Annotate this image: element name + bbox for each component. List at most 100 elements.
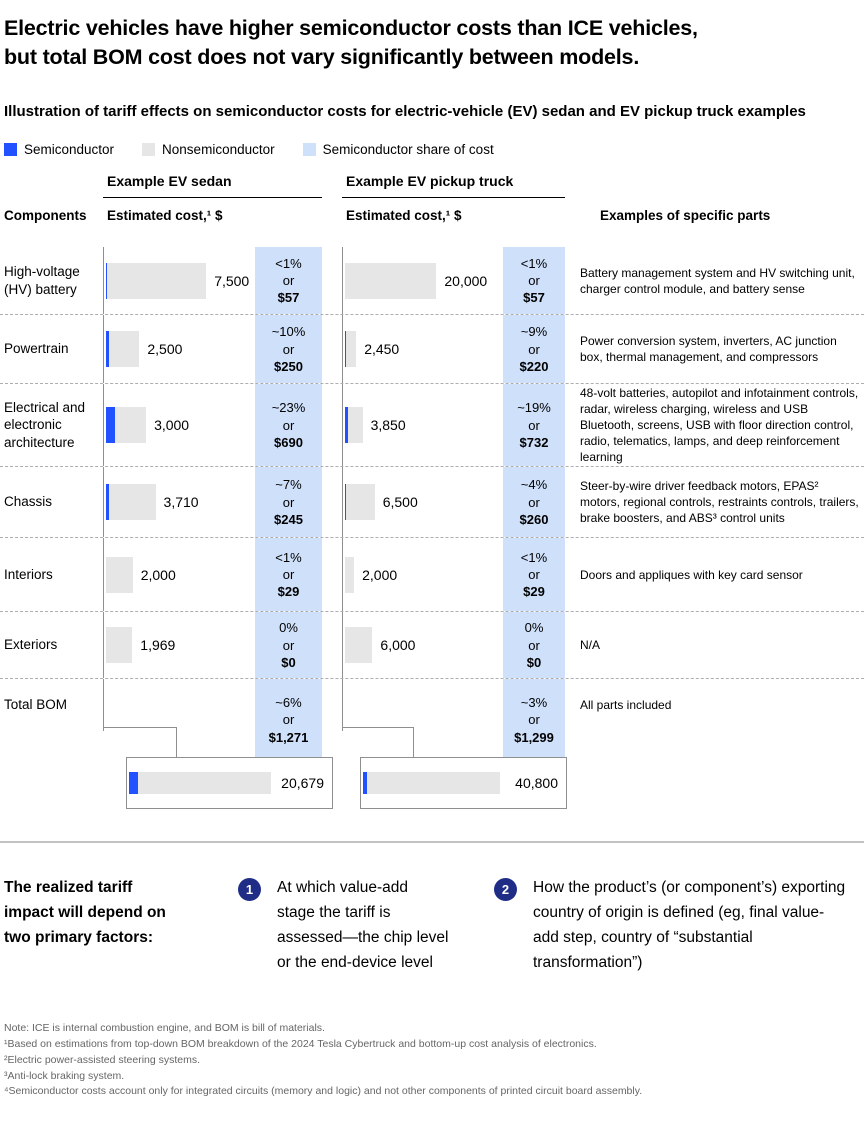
truck-cost-bar <box>345 407 363 444</box>
nonsemiconductor-segment <box>115 407 147 444</box>
truck-bar-value: 6,000 <box>380 637 416 654</box>
truck-group-header: Example EV pickup truck <box>342 173 565 199</box>
nonsemiconductor-segment <box>348 407 363 444</box>
truck-bar-cell: 3,850 <box>342 384 503 467</box>
share-or-label: or <box>528 494 540 510</box>
legend-item-share: Semiconductor share of cost <box>302 142 494 158</box>
chart-subtitle: Illustration of tariff effects on semico… <box>4 103 806 121</box>
footnote: ³Anti-lock braking system. <box>4 1069 125 1082</box>
sedan-bar-value: 2,000 <box>140 566 176 583</box>
footnotes: Note: ICE is internal combustion engine,… <box>0 1021 864 1100</box>
truck-cost-column-label: Estimated cost,¹ $ <box>346 208 462 224</box>
share-amount: $250 <box>274 358 303 374</box>
sedan-share-box: 0% or $0 <box>255 612 322 679</box>
truck-cost-bar <box>345 627 373 664</box>
share-percent: ~6% <box>275 695 302 711</box>
share-or-label: or <box>528 273 540 289</box>
share-or-label: or <box>282 417 295 433</box>
share-or-label: or <box>282 567 295 583</box>
nonsemiconductor-segment <box>106 556 133 593</box>
semiconductor-segment <box>106 331 110 368</box>
share-or-label: or <box>528 417 540 433</box>
legend-label: Nonsemiconductor <box>162 142 275 158</box>
nonsemiconductor-segment <box>345 627 373 664</box>
truck-share-box: ~9% or $220 <box>503 315 565 384</box>
sedan-bar-cell: 3,000 <box>103 384 255 467</box>
sedan-cost-bar <box>106 627 133 664</box>
semiconductor-segment <box>106 262 107 299</box>
share-or-label: or <box>528 637 540 653</box>
factor-1-text: At which value-add stage the tariff is a… <box>277 879 449 971</box>
factor-2-text: How the product’s (or component’s) expor… <box>533 879 846 971</box>
share-amount: $1,271 <box>268 729 309 745</box>
table-row: Exteriors 1,969 0% or $0 6,000 0% or $0 N/A <box>0 611 864 679</box>
examples-cell: All parts included <box>580 697 672 712</box>
semiconductor-segment <box>106 407 116 444</box>
legend-item-nonsemiconductor: Nonsemiconductor <box>142 142 275 157</box>
share-amount: $245 <box>274 511 303 527</box>
share-or-label: or <box>528 341 540 357</box>
share-percent: ~23% <box>271 400 306 416</box>
sedan-bar-cell <box>103 679 255 731</box>
footnote: ¹Based on estimations from top-down BOM … <box>4 1038 597 1051</box>
total-boxes: 20,679 40,800 <box>0 757 864 811</box>
share-amount: $57 <box>523 290 545 306</box>
sedan-total-value: 20,679 <box>281 775 324 792</box>
share-percent: <1% <box>275 255 302 271</box>
examples-column-label: Examples of specific parts <box>600 208 771 224</box>
semiconductor-segment <box>345 484 347 521</box>
column-label-row: Components Estimated cost,¹ $ Estimated … <box>0 208 864 223</box>
nonsemiconductor-segment <box>106 627 133 664</box>
truck-bar-cell: 6,000 <box>342 612 503 679</box>
nonsemiconductor-segment <box>346 331 357 368</box>
legend-label: Semiconductor share of cost <box>322 142 494 158</box>
share-amount: $29 <box>277 584 300 600</box>
sedan-total-box: 20,679 <box>126 757 333 810</box>
sedan-bar-cell: 3,710 <box>103 467 255 538</box>
truck-total-value: 40,800 <box>515 775 558 792</box>
semiconductor-segment <box>345 407 349 444</box>
sedan-cost-bar <box>106 262 207 299</box>
examples-cell: Power conversion system, inverters, AC j… <box>580 334 837 365</box>
factor-2: 2 How the product’s (or component’s) exp… <box>494 876 848 975</box>
footnote: ²Electric power-assisted steering system… <box>4 1053 201 1066</box>
component-label: Interiors <box>4 566 53 582</box>
truck-bar-value: 6,500 <box>382 494 418 511</box>
truck-bar-cell: 6,500 <box>342 467 503 538</box>
component-label: Exteriors <box>4 637 58 653</box>
share-percent: ~19% <box>517 400 551 416</box>
truck-cost-bar <box>345 484 375 521</box>
truck-share-box: <1% or $57 <box>503 247 565 315</box>
share-percent: ~10% <box>271 324 306 340</box>
share-amount: $732 <box>519 434 549 450</box>
truck-cost-bar <box>345 556 355 593</box>
legend: Semiconductor Nonsemiconductor Semicondu… <box>0 142 864 157</box>
sedan-cost-bar <box>106 407 147 444</box>
share-or-label: or <box>282 494 295 510</box>
truck-total-box: 40,800 <box>360 757 567 810</box>
truck-total-connector-line <box>342 727 414 758</box>
component-label: Powertrain <box>4 341 69 357</box>
tariff-factors: The realized tariff impact will depend o… <box>0 876 864 975</box>
sedan-bar-value: 1,969 <box>140 637 176 654</box>
component-label: High-voltage (HV) battery <box>4 264 80 297</box>
sedan-group-header: Example EV sedan <box>103 173 322 199</box>
components-column-label: Components <box>4 208 87 224</box>
truck-bar-value: 20,000 <box>444 272 488 289</box>
total-connectors <box>0 727 864 758</box>
examples-cell: N/A <box>580 638 601 653</box>
examples-cell: Battery management system and HV switchi… <box>580 265 855 296</box>
nonsemiconductor-segment <box>109 484 156 521</box>
sedan-total-connector-line <box>103 727 177 758</box>
share-or-label: or <box>528 712 540 728</box>
table-row: Electrical and electronic architecture 3,… <box>0 383 864 467</box>
sedan-bar-cell: 2,000 <box>103 538 255 612</box>
share-amount: $690 <box>274 434 303 450</box>
examples-cell: 48-volt batteries, autopilot and infotai… <box>580 385 859 465</box>
share-percent: ~9% <box>520 324 548 340</box>
share-or-label: or <box>282 712 295 728</box>
share-percent: ~4% <box>520 477 548 493</box>
semiconductor-segment <box>106 484 110 521</box>
sedan-share-box: <1% or $29 <box>255 538 322 612</box>
